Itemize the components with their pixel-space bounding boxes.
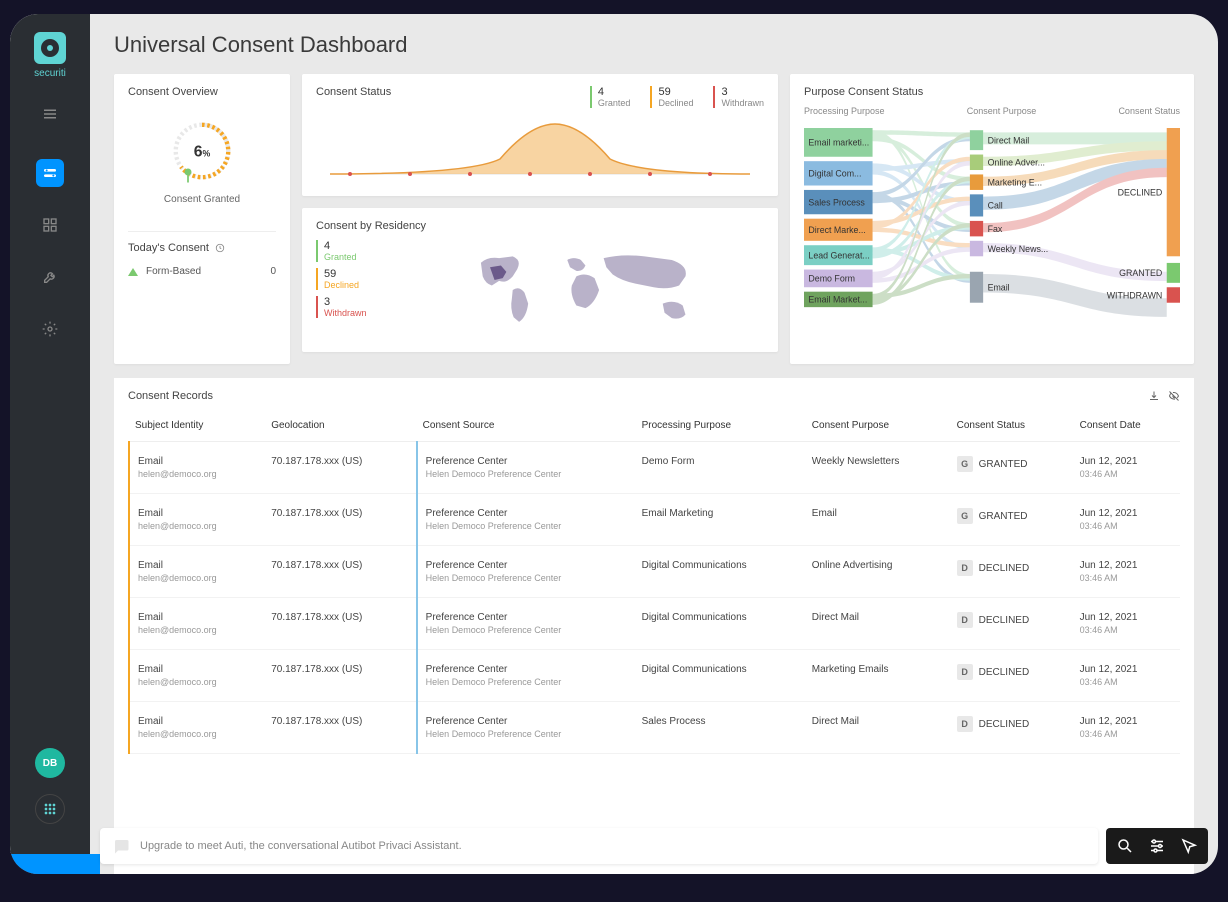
nav-settings-icon[interactable] (36, 315, 64, 343)
clock-icon (215, 243, 225, 253)
hide-icon[interactable] (1168, 390, 1180, 402)
sankey-col-1: Processing Purpose (804, 106, 885, 116)
assistant-text: Upgrade to meet Auti, the conversational… (140, 840, 462, 852)
consent-records-table: Subject IdentityGeolocationConsent Sourc… (128, 410, 1180, 754)
table-header[interactable]: Geolocation (265, 410, 416, 442)
world-map (416, 240, 764, 340)
nav-dashboard-icon[interactable] (36, 211, 64, 239)
status-stat: 4Granted (590, 86, 631, 108)
table-row[interactable]: Emailhelen@democo.org 70.187.178.xxx (US… (129, 494, 1180, 546)
svg-text:Email Market...: Email Market... (808, 295, 867, 305)
svg-text:Fax: Fax (988, 224, 1003, 234)
svg-text:Direct Mail: Direct Mail (988, 135, 1030, 145)
svg-text:Marketing E...: Marketing E... (988, 178, 1042, 188)
user-avatar[interactable]: DB (35, 748, 65, 778)
consent-status-card: Consent Status 4Granted 59Declined 3Withdr… (302, 74, 778, 196)
residency-stat: 4Granted (316, 240, 416, 262)
gauge-label: Consent Granted (164, 194, 240, 205)
brand-logo-icon (34, 32, 66, 64)
consent-status-chart (316, 114, 764, 184)
table-row[interactable]: Emailhelen@democo.org 70.187.178.xxx (US… (129, 702, 1180, 754)
form-based-label: Form-Based (146, 266, 201, 277)
search-icon[interactable] (1116, 837, 1134, 855)
records-title: Consent Records (128, 390, 213, 402)
chat-icon (112, 837, 130, 855)
sliders-icon[interactable] (1148, 837, 1166, 855)
svg-text:GRANTED: GRANTED (1119, 268, 1162, 278)
consent-residency-card: Consent by Residency 4Granted 59Declined 3… (302, 208, 778, 352)
sankey-title: Purpose Consent Status (804, 86, 1180, 98)
nav-consent-icon[interactable] (36, 159, 64, 187)
svg-text:Online Adver...: Online Adver... (988, 158, 1045, 168)
consent-records-card: Consent Records Subject IdentityGeolocat… (114, 378, 1194, 874)
brand-logo: securiti (34, 32, 66, 79)
table-row[interactable]: Emailhelen@democo.org 70.187.178.xxx (US… (129, 598, 1180, 650)
pointer-icon[interactable] (1180, 837, 1198, 855)
table-row[interactable]: Emailhelen@democo.org 70.187.178.xxx (US… (129, 650, 1180, 702)
apps-grid-icon[interactable] (35, 794, 65, 824)
table-header[interactable]: Consent Source (417, 410, 636, 442)
svg-text:WITHDRAWN: WITHDRAWN (1107, 290, 1163, 300)
svg-text:Digital Com...: Digital Com... (808, 169, 861, 179)
status-stat: 59Declined (650, 86, 693, 108)
svg-text:Sales Process: Sales Process (808, 197, 865, 207)
svg-text:Email marketi...: Email marketi... (808, 138, 869, 148)
status-stat: 3Withdrawn (713, 86, 764, 108)
sidebar: securiti DB (10, 14, 90, 874)
purpose-consent-sankey-card: Purpose Consent Status Processing Purpos… (790, 74, 1194, 364)
nav-tools-icon[interactable] (36, 263, 64, 291)
brand-name: securiti (34, 68, 66, 79)
download-icon[interactable] (1148, 390, 1160, 402)
sankey-col-2: Consent Purpose (967, 106, 1037, 116)
svg-text:Call: Call (988, 201, 1003, 211)
sankey-diagram: Email marketi... Digital Com... Sales Proc… (804, 122, 1180, 322)
consent-gauge: 6% (167, 116, 237, 186)
svg-text:6%: 6% (194, 143, 211, 160)
table-header[interactable]: Processing Purpose (636, 410, 806, 442)
svg-text:Demo Form: Demo Form (808, 274, 855, 284)
consent-overview-card: Consent Overview 6% Consent Granted (114, 74, 290, 364)
residency-title: Consent by Residency (316, 220, 764, 232)
today-consent-title: Today's Consent (128, 242, 276, 254)
table-header[interactable]: Consent Purpose (806, 410, 951, 442)
table-header[interactable]: Subject Identity (129, 410, 265, 442)
form-based-value: 0 (270, 266, 276, 277)
consent-status-title: Consent Status (316, 86, 391, 98)
table-row[interactable]: Emailhelen@democo.org 70.187.178.xxx (US… (129, 442, 1180, 494)
table-header[interactable]: Consent Date (1074, 410, 1180, 442)
tool-cluster (1106, 828, 1208, 864)
sankey-col-3: Consent Status (1118, 106, 1180, 116)
svg-text:Lead Generat...: Lead Generat... (808, 250, 869, 260)
up-triangle-icon (128, 268, 138, 276)
menu-toggle[interactable] (35, 99, 65, 129)
residency-stat: 59Declined (316, 268, 416, 290)
overview-title: Consent Overview (128, 86, 276, 98)
table-header[interactable]: Consent Status (951, 410, 1074, 442)
residency-stat: 3Withdrawn (316, 296, 416, 318)
svg-text:Direct Marke...: Direct Marke... (808, 225, 865, 235)
svg-text:Weekly News...: Weekly News... (988, 244, 1049, 254)
svg-text:Email: Email (988, 283, 1010, 293)
table-row[interactable]: Emailhelen@democo.org 70.187.178.xxx (US… (129, 546, 1180, 598)
page-title: Universal Consent Dashboard (114, 32, 1194, 58)
assistant-upgrade-bar[interactable]: Upgrade to meet Auti, the conversational… (100, 828, 1098, 864)
svg-text:DECLINED: DECLINED (1118, 187, 1163, 197)
